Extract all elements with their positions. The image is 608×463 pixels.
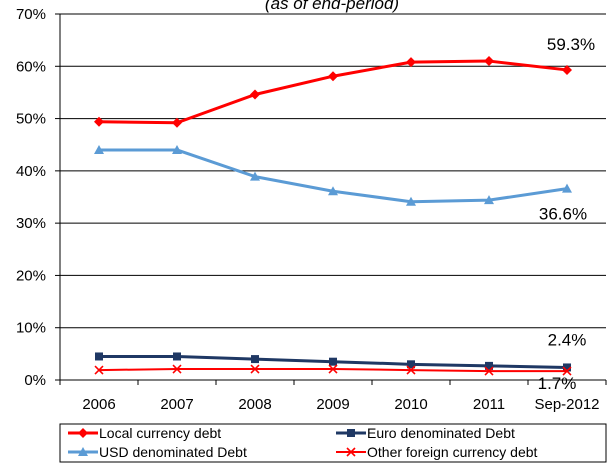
x-tick-label: 2007 — [160, 396, 193, 413]
x-tick-label: 2011 — [473, 396, 505, 413]
y-tick-label: 0% — [24, 372, 46, 389]
data-point — [172, 144, 182, 154]
legend-label: Local currency debt — [99, 425, 221, 441]
data-label: 2.4% — [548, 330, 587, 349]
data-point — [406, 57, 416, 68]
data-point-stroke — [562, 366, 572, 376]
data-point — [562, 366, 572, 376]
data-point — [484, 366, 494, 376]
legend-label: Euro denominated Debt — [367, 425, 515, 441]
chart-title: (as of end-period) — [265, 0, 399, 13]
series-line — [98, 59, 568, 125]
data-point-stroke — [172, 364, 182, 374]
data-point — [562, 183, 572, 193]
x-tick-label: Sep-2012 — [534, 396, 599, 413]
legend-item: Other foreign currency debt — [336, 444, 538, 460]
data-point — [250, 364, 260, 374]
data-point — [94, 365, 104, 375]
data-point — [406, 196, 416, 206]
y-tick-label: 50% — [16, 111, 46, 128]
legend-item: Euro denominated Debt — [336, 425, 515, 441]
data-point — [173, 352, 181, 361]
x-tick-label: 2008 — [238, 396, 271, 413]
data-label: 36.6% — [539, 205, 587, 224]
data-point — [94, 116, 104, 127]
data-point — [347, 429, 355, 437]
data-point — [328, 186, 338, 196]
legend-label: USD denominated Debt — [99, 444, 247, 460]
y-tick-label: 10% — [16, 320, 46, 337]
x-tick-label: 2006 — [82, 396, 115, 413]
y-tick-label: 70% — [16, 6, 46, 23]
data-point — [328, 364, 338, 374]
data-point — [172, 364, 182, 374]
y-tick-label: 30% — [16, 215, 46, 232]
data-point-stroke — [346, 447, 356, 457]
x-tick-label: 2010 — [394, 396, 427, 413]
data-point — [562, 64, 572, 75]
data-point — [250, 89, 260, 100]
x-tick-label: 2009 — [316, 396, 349, 413]
data-point — [484, 195, 494, 205]
data-point — [485, 361, 493, 370]
y-tick-label: 40% — [16, 163, 46, 180]
data-point-stroke — [484, 366, 494, 376]
legend-item: USD denominated Debt — [68, 444, 247, 460]
data-label: 59.3% — [547, 35, 595, 54]
data-point — [328, 71, 338, 82]
data-point — [329, 357, 337, 366]
data-point-stroke — [250, 364, 260, 374]
data-point — [94, 144, 104, 154]
data-point — [95, 352, 103, 361]
data-point — [78, 447, 88, 456]
data-point-stroke — [94, 365, 104, 375]
data-point — [407, 360, 415, 369]
data-point-stroke — [406, 365, 416, 375]
data-point — [406, 365, 416, 375]
data-label: 1.7% — [538, 374, 577, 393]
data-point — [250, 171, 260, 181]
data-point — [484, 56, 494, 67]
data-point — [251, 355, 259, 364]
legend-box — [59, 423, 607, 463]
legend-item: Local currency debt — [68, 425, 221, 441]
data-point — [78, 428, 88, 438]
y-tick-label: 60% — [16, 58, 46, 75]
y-tick-label: 20% — [16, 267, 46, 284]
data-point — [172, 117, 182, 128]
data-point — [346, 447, 356, 457]
data-point-stroke — [328, 364, 338, 374]
data-point — [563, 363, 571, 372]
legend-label: Other foreign currency debt — [367, 444, 538, 460]
